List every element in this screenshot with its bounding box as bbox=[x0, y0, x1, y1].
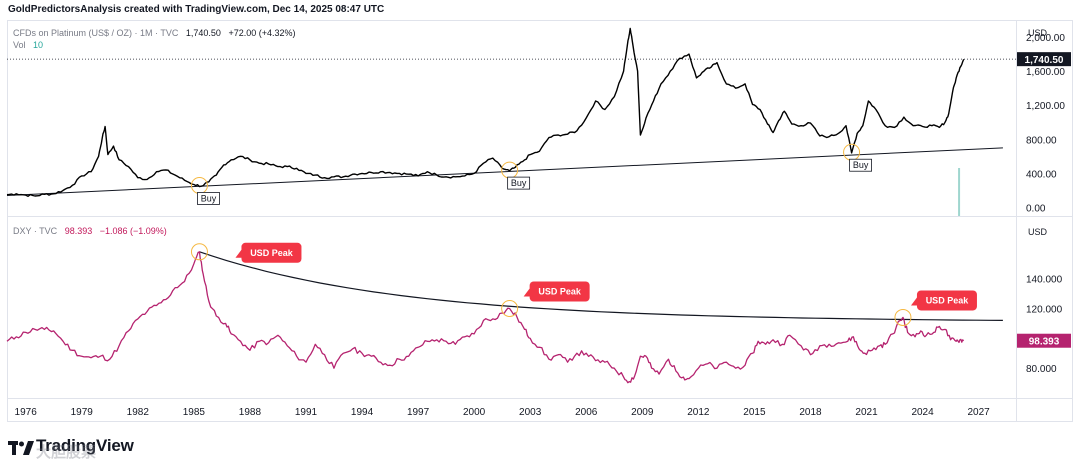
x-axis-tick: 2021 bbox=[855, 407, 878, 418]
buy-label-text: Buy bbox=[853, 160, 869, 170]
platinum-price-line[interactable] bbox=[6, 27, 965, 198]
buy-marker-circle[interactable] bbox=[190, 176, 208, 194]
dxy-price-line[interactable] bbox=[6, 251, 965, 384]
buy-label-box[interactable] bbox=[197, 192, 220, 205]
price-axis-divider bbox=[1016, 20, 1017, 422]
dxy-last-value-badge-text: 98.393 bbox=[1029, 337, 1060, 348]
platinum-last-value-badge bbox=[1017, 52, 1071, 67]
platinum-y-tick: 2,000.00 bbox=[1026, 33, 1065, 44]
dxy-y-tick: 80.000 bbox=[1026, 364, 1057, 375]
tradingview-logo[interactable]: TradingView bbox=[8, 436, 134, 456]
usd-peak-label-text: USD Peak bbox=[250, 248, 294, 258]
watermark: 大胆股票 bbox=[36, 444, 97, 461]
platinum-last-value-badge-text: 1,740.50 bbox=[1025, 55, 1064, 66]
usd-peak-label-text: USD Peak bbox=[926, 295, 970, 305]
x-axis-tick: 1994 bbox=[351, 407, 374, 418]
usd-peak-label-text: USD Peak bbox=[538, 286, 582, 296]
volume-legend[interactable]: Vol 10 bbox=[13, 40, 48, 50]
usd-peak-label-box[interactable] bbox=[916, 290, 977, 311]
x-axis-tick: 2000 bbox=[463, 407, 486, 418]
dxy-symbol: DXY · TVC bbox=[13, 226, 58, 236]
platinum-y-tick: 800.00 bbox=[1026, 135, 1057, 146]
platinum-last-value: 1,740.50 bbox=[185, 28, 221, 38]
usd-peak-label-pointer bbox=[910, 297, 921, 306]
x-axis-tick: 1997 bbox=[407, 407, 430, 418]
platinum-legend[interactable]: CFDs on Platinum (US$ / OZ) · 1M · TVC 1… bbox=[13, 28, 301, 38]
time-axis-divider bbox=[7, 398, 1073, 399]
usd-peak-label-box[interactable] bbox=[241, 242, 302, 263]
buy-label-text: Buy bbox=[201, 193, 217, 203]
dxy-last-value-badge bbox=[1017, 333, 1071, 348]
tradingview-logo-text: TradingView bbox=[36, 436, 134, 455]
x-axis-tick: 2009 bbox=[631, 407, 654, 418]
dxy-currency-label: USD bbox=[1028, 227, 1048, 237]
platinum-currency-label: USD bbox=[1028, 28, 1048, 38]
x-axis-tick: 1985 bbox=[183, 407, 206, 418]
volume-bar bbox=[958, 168, 961, 216]
buy-label-box[interactable] bbox=[507, 176, 531, 190]
x-axis-tick: 2015 bbox=[743, 407, 766, 418]
platinum-y-tick: 0.00 bbox=[1026, 203, 1046, 214]
usd-peak-marker-circle[interactable] bbox=[190, 243, 208, 261]
x-axis-tick: 2003 bbox=[519, 407, 542, 418]
volume-value: 10 bbox=[33, 40, 44, 50]
x-axis-tick: 1982 bbox=[127, 407, 150, 418]
x-axis-tick: 2018 bbox=[799, 407, 822, 418]
usd-peak-marker-circle[interactable] bbox=[501, 299, 519, 317]
chart-frame bbox=[7, 20, 1073, 422]
buy-label-box[interactable] bbox=[849, 158, 872, 172]
x-axis-tick: 2024 bbox=[911, 407, 934, 418]
platinum-y-tick: 1,200.00 bbox=[1026, 101, 1065, 112]
platinum-change: +72.00 (+4.32%) bbox=[228, 28, 296, 38]
dxy-y-tick: 140.000 bbox=[1026, 275, 1063, 286]
pane-divider[interactable] bbox=[7, 216, 1073, 217]
usd-peak-marker-circle[interactable] bbox=[894, 308, 912, 326]
dxy-change: −1.086 (−1.09%) bbox=[99, 226, 167, 236]
tradingview-logo-icon bbox=[8, 440, 34, 455]
x-axis-tick: 1976 bbox=[15, 407, 38, 418]
usd-peak-label-pointer bbox=[235, 249, 246, 258]
chart-header: GoldPredictorsAnalysis created with Trad… bbox=[8, 4, 385, 15]
x-axis-tick: 2027 bbox=[968, 407, 991, 418]
platinum-trendline[interactable] bbox=[6, 147, 1003, 197]
platinum-symbol: CFDs on Platinum (US$ / OZ) · 1M · TVC bbox=[13, 28, 179, 38]
x-axis-tick: 2006 bbox=[575, 407, 598, 418]
x-axis-tick: 2012 bbox=[687, 407, 710, 418]
buy-label-text: Buy bbox=[511, 178, 527, 188]
dxy-y-tick: 120.000 bbox=[1026, 304, 1063, 315]
dxy-legend[interactable]: DXY · TVC 98.393 −1.086 (−1.09%) bbox=[13, 226, 172, 236]
dxy-last-value: 98.393 bbox=[64, 226, 93, 236]
volume-label: Vol bbox=[13, 40, 26, 50]
x-axis-tick: 1991 bbox=[295, 407, 318, 418]
platinum-y-tick: 1,600.00 bbox=[1026, 67, 1065, 78]
usd-peak-label-pointer bbox=[523, 288, 534, 297]
usd-peak-label-box[interactable] bbox=[529, 281, 590, 302]
x-axis-tick: 1979 bbox=[71, 407, 94, 418]
platinum-y-tick: 400.00 bbox=[1026, 169, 1057, 180]
dxy-decay-curve[interactable] bbox=[199, 251, 1003, 321]
x-axis-tick: 1988 bbox=[239, 407, 262, 418]
